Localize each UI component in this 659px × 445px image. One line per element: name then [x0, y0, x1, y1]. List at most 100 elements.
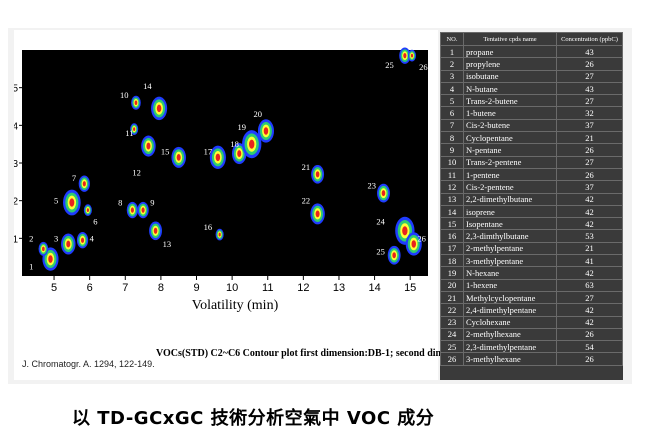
peak-label: 3: [54, 233, 58, 243]
cell-conc: 26: [556, 143, 623, 157]
cell-no: 19: [440, 266, 464, 280]
peak-label: 14: [143, 81, 152, 91]
cell-conc: 21: [556, 131, 623, 145]
peak-14: [151, 96, 168, 121]
peak-label: 9: [150, 198, 154, 208]
y-tick-label: 5: [14, 84, 18, 95]
header-conc: Concentration (ppbC): [556, 32, 623, 46]
table-row: 21 Methylcyclopentane 27: [440, 290, 623, 305]
table-row: 3 isobutane 27: [440, 69, 623, 83]
peak-label: 20: [253, 109, 261, 119]
peak-label: 25: [376, 247, 385, 257]
peak-6: [83, 204, 92, 216]
peak-label: 26: [417, 233, 426, 243]
table-row: 22 2,4-dimethylpentane 42: [440, 303, 623, 317]
cell-no: 21: [440, 290, 464, 305]
cell-no: 11: [440, 167, 464, 182]
cell-conc: 42: [556, 315, 623, 329]
cell-conc: 26: [556, 167, 623, 182]
peak-5: [63, 189, 81, 216]
x-tick-label: 10: [226, 282, 238, 294]
table-row: 25 2,3-dimethylpentane 54: [440, 340, 623, 354]
peak-3: [61, 233, 76, 255]
table-header-row: NO. Tentative cpds name Concentration (p…: [440, 32, 623, 46]
cell-no: 7: [440, 118, 464, 133]
x-tick-label: 15: [404, 282, 416, 294]
x-tick-label: 12: [297, 282, 309, 294]
peak-label: 17: [204, 147, 213, 157]
table-row: 4 N-butane 43: [440, 81, 623, 96]
cell-name: Cyclopentane: [463, 131, 557, 145]
peak-label: 4: [90, 233, 95, 243]
peak-label: 7: [72, 173, 76, 183]
cell-conc: 43: [556, 81, 623, 96]
cell-conc: 42: [556, 217, 623, 231]
peak-label: 5: [54, 196, 58, 206]
cell-no: 6: [440, 106, 464, 120]
x-tick-label: 13: [333, 282, 345, 294]
table-row: 20 1-hexene 63: [440, 278, 623, 292]
cell-name: 2,3-dimthylbutane: [463, 229, 557, 243]
chart-card: 1 2 3 4 5 6 7 8 9 10 11 12 13 14 15 16 17 18 19 20 21 22 23 24 2…: [14, 30, 448, 380]
y-tick-label: 2: [14, 197, 18, 208]
peak-23: [377, 183, 390, 203]
cell-no: 14: [440, 204, 464, 219]
x-tick-label: 9: [193, 282, 199, 294]
cell-name: Methylcyclopentane: [463, 290, 557, 305]
peak-26: [399, 47, 411, 64]
cell-name: 2,4-dimethylpentane: [463, 303, 557, 317]
cell-name: 1-pentene: [463, 167, 557, 182]
cell-no: 25: [440, 340, 464, 354]
peak-17: [209, 145, 226, 170]
peak-label: 25: [385, 60, 394, 70]
cell-conc: 42: [556, 303, 623, 317]
cell-conc: 43: [556, 44, 623, 59]
cell-conc: 42: [556, 204, 623, 219]
cell-no: 16: [440, 229, 464, 243]
table-row: 1 propane 43: [440, 44, 623, 59]
cell-no: 10: [440, 155, 464, 169]
cell-name: Cis-2-butene: [463, 118, 557, 133]
citation: J. Chromatogr. A. 1294, 122-149.: [22, 359, 155, 369]
table-row: 12 Cis-2-pentene 37: [440, 180, 623, 194]
cell-conc: 21: [556, 241, 623, 256]
cell-no: 20: [440, 278, 464, 292]
peak-12: [141, 135, 156, 157]
peak-label: 11: [125, 128, 133, 138]
cell-no: 8: [440, 131, 464, 145]
cell-no: 17: [440, 241, 464, 256]
table-row: 5 Trans-2-butene 27: [440, 94, 623, 108]
peak-10: [131, 95, 141, 110]
plot-area: [22, 50, 428, 276]
peak-11: [130, 123, 139, 135]
peak-label: 16: [204, 222, 213, 232]
table-row: 2 propylene 26: [440, 57, 623, 71]
peak-13: [149, 221, 162, 241]
peak-label: 13: [163, 239, 172, 249]
peak-label: 12: [132, 167, 141, 177]
x-tick-label: 14: [368, 282, 380, 294]
peak-label: 1: [29, 262, 33, 272]
cell-conc: 26: [556, 327, 623, 342]
peak-4: [76, 232, 89, 249]
table-row: 7 Cis-2-butene 37: [440, 118, 623, 133]
cell-no: 13: [440, 192, 464, 206]
cell-conc: 27: [556, 94, 623, 108]
table-row: 24 2-methylhexane 26: [440, 327, 623, 342]
peak-16: [215, 228, 224, 241]
peak-22: [310, 203, 325, 225]
compound-table: NO. Tentative cpds name Concentration (p…: [440, 32, 623, 366]
cell-conc: 42: [556, 192, 623, 206]
cell-no: 24: [440, 327, 464, 342]
cell-name: N-hexane: [463, 266, 557, 280]
peak-2: [38, 241, 49, 256]
cell-conc: 63: [556, 278, 623, 292]
cell-name: 1-hexene: [463, 278, 557, 292]
peak-8: [126, 201, 139, 219]
y-tick-label: 1: [14, 234, 18, 245]
cell-name: 2,2-dimethylbutane: [463, 192, 557, 206]
peak-28: [407, 49, 416, 62]
table-row: 18 3-methylpentane 41: [440, 254, 623, 268]
headline: 以 TD-GCxGC 技術分析空氣中 VOC 成分: [72, 408, 435, 429]
